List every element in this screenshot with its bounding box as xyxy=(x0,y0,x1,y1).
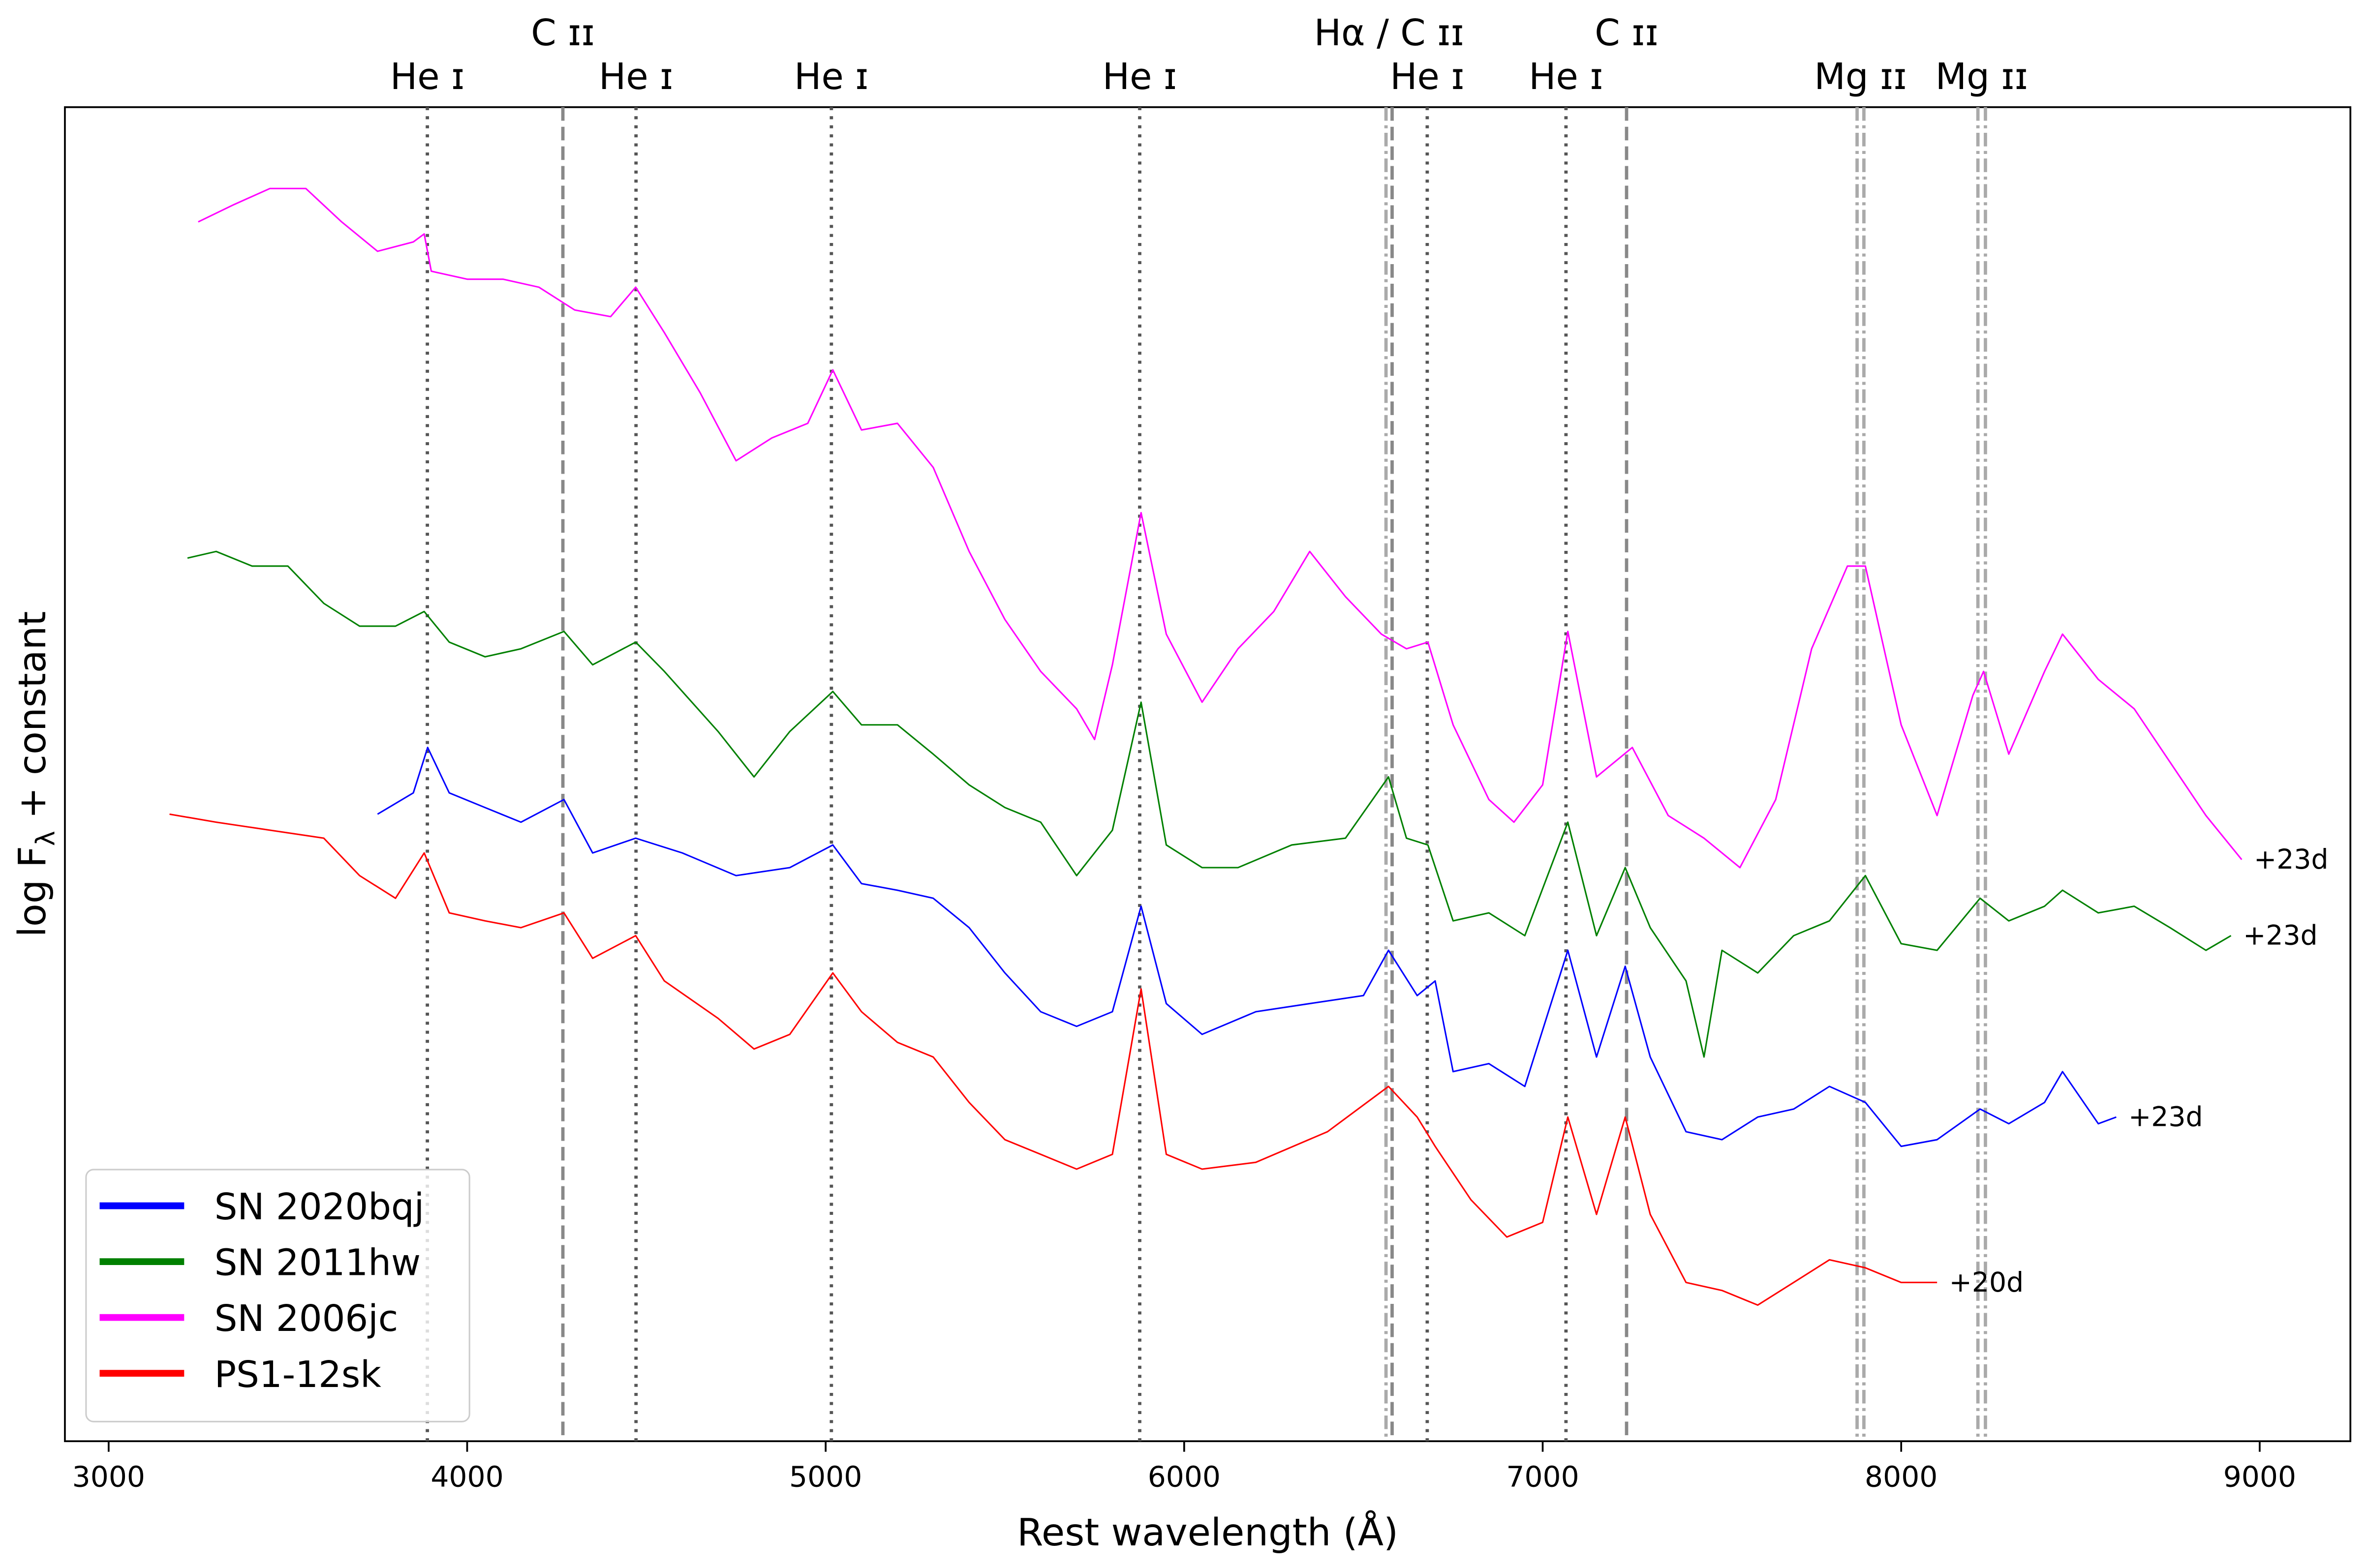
x-tick-label: 9000 xyxy=(2223,1460,2296,1493)
spectrum xyxy=(198,187,2243,869)
x-tick-label: 3000 xyxy=(72,1460,145,1493)
x-tick-label: 8000 xyxy=(1865,1460,1937,1493)
phase-label: +20d xyxy=(1949,1267,2024,1298)
line-id-label: He ɪ xyxy=(1103,56,1177,98)
spectrum xyxy=(169,813,1937,1306)
y-label-sub: λ xyxy=(31,831,61,846)
line-id-label: Mg ɪɪ xyxy=(1936,56,2028,98)
x-tick-label: 5000 xyxy=(789,1460,862,1493)
x-axis-label: Rest wavelength (Å) xyxy=(1017,1510,1398,1555)
x-tick-label: 6000 xyxy=(1148,1460,1221,1493)
phase-label: +23d xyxy=(2243,920,2318,952)
line-id-label: C ɪɪ xyxy=(531,12,595,54)
spectra: +23d +23d +23d +20d xyxy=(169,187,2329,1306)
y-axis-label: log Fλ + constant xyxy=(11,611,61,937)
legend-label: SN 2006jc xyxy=(215,1298,399,1340)
y-label-part: log F xyxy=(11,846,55,937)
line-id-label: He ɪ xyxy=(390,56,464,98)
plot-frame xyxy=(64,106,2352,1443)
line-id-label: He ɪ xyxy=(1529,56,1603,98)
x-tick-label: 4000 xyxy=(430,1460,503,1493)
phase-label: +23d xyxy=(2254,844,2329,875)
x-tick-label: 7000 xyxy=(1506,1460,1579,1493)
line-id-label: He ɪ xyxy=(1390,56,1464,98)
line-id-label: He ɪ xyxy=(599,56,673,98)
spectrum xyxy=(377,747,2117,1147)
line-id-label: Mg ɪɪ xyxy=(1814,56,1906,98)
line-id-label: C ɪɪ xyxy=(1595,12,1659,54)
legend-label: SN 2020bqj xyxy=(215,1186,425,1228)
spectrum xyxy=(187,550,2232,1058)
legend-label: SN 2011hw xyxy=(215,1242,421,1284)
y-label-part: + constant xyxy=(11,611,55,831)
line-id-label: Hα / C ɪɪ xyxy=(1314,12,1464,54)
phase-label: +23d xyxy=(2128,1102,2203,1133)
legend-box xyxy=(85,1169,470,1422)
line-id-label: He ɪ xyxy=(794,56,868,98)
legend-label: PS1-12sk xyxy=(215,1354,382,1396)
